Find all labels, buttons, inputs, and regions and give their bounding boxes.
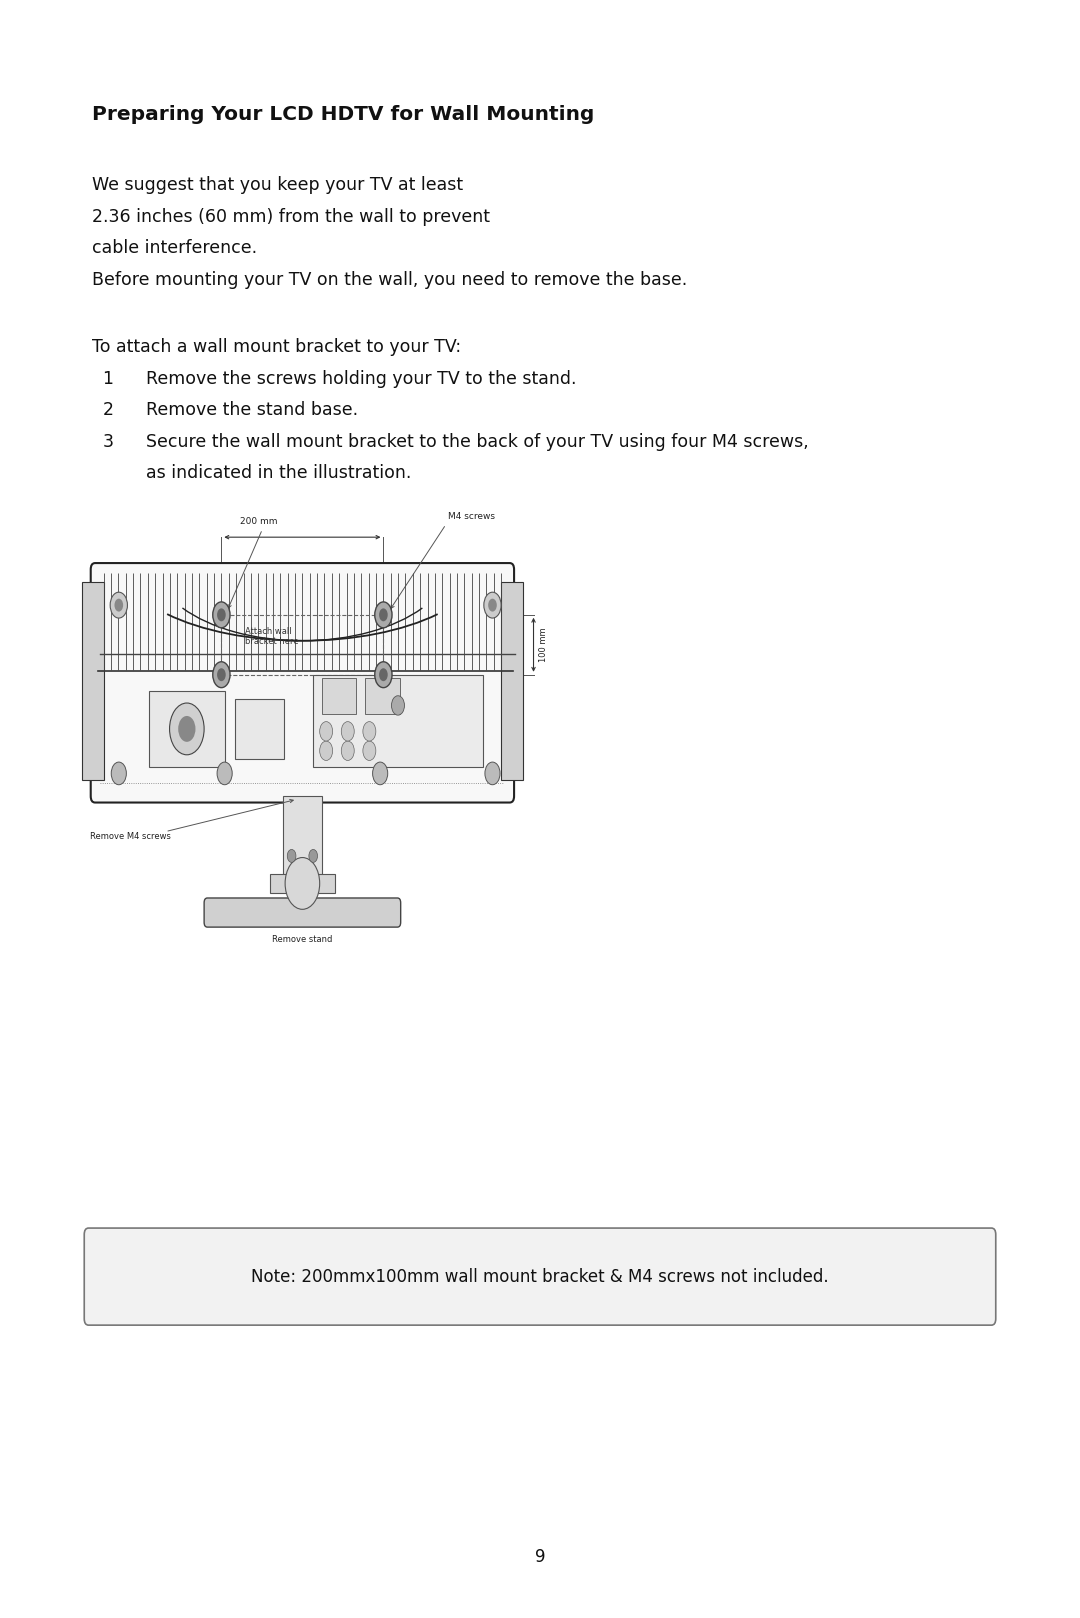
Text: Remove stand: Remove stand (272, 935, 333, 945)
Circle shape (375, 662, 392, 688)
FancyBboxPatch shape (91, 563, 514, 803)
Circle shape (488, 599, 497, 612)
Text: 100 mm: 100 mm (539, 628, 548, 662)
Bar (82, 582, 104, 780)
Text: 2.36 inches (60 mm) from the wall to prevent: 2.36 inches (60 mm) from the wall to pre… (92, 209, 490, 227)
Circle shape (170, 702, 204, 754)
Text: M4 screws: M4 screws (448, 511, 496, 521)
Circle shape (217, 762, 232, 785)
Text: Note: 200mmx100mm wall mount bracket & M4 screws not included.: Note: 200mmx100mm wall mount bracket & M… (252, 1267, 828, 1286)
Bar (270, 874, 335, 893)
Circle shape (375, 602, 392, 628)
Text: as indicated in the illustration.: as indicated in the illustration. (146, 464, 411, 482)
Circle shape (110, 592, 127, 618)
Circle shape (213, 602, 230, 628)
Text: Remove the screws holding your TV to the stand.: Remove the screws holding your TV to the… (146, 369, 577, 388)
Text: Attach wall
bracket here: Attach wall bracket here (245, 628, 299, 646)
Text: To attach a wall mount bracket to your TV:: To attach a wall mount bracket to your T… (92, 338, 461, 356)
Bar (235, 699, 284, 759)
Circle shape (114, 599, 123, 612)
Circle shape (484, 592, 501, 618)
Bar (283, 796, 322, 880)
Bar (221, 615, 383, 675)
Circle shape (217, 668, 226, 681)
Bar (313, 675, 483, 767)
FancyBboxPatch shape (84, 1228, 996, 1325)
Text: cable interference.: cable interference. (92, 239, 257, 257)
Bar (322, 678, 356, 714)
Text: Remove M4 screws: Remove M4 screws (90, 832, 171, 841)
Circle shape (213, 662, 230, 688)
Text: 9: 9 (535, 1547, 545, 1566)
Text: Preparing Your LCD HDTV for Wall Mounting: Preparing Your LCD HDTV for Wall Mountin… (92, 105, 594, 125)
FancyBboxPatch shape (204, 898, 401, 927)
Circle shape (373, 762, 388, 785)
Text: 3: 3 (103, 432, 113, 451)
Text: Before mounting your TV on the wall, you need to remove the base.: Before mounting your TV on the wall, you… (92, 270, 687, 290)
Circle shape (285, 858, 320, 909)
Circle shape (485, 762, 500, 785)
Bar (149, 691, 225, 767)
Circle shape (341, 722, 354, 741)
Circle shape (320, 741, 333, 760)
Text: 1: 1 (103, 369, 113, 388)
Circle shape (309, 849, 318, 862)
Circle shape (379, 608, 388, 621)
Bar (501, 582, 523, 780)
Circle shape (363, 722, 376, 741)
Circle shape (178, 717, 195, 741)
Text: Remove the stand base.: Remove the stand base. (146, 401, 357, 419)
Bar (365, 678, 400, 714)
Circle shape (217, 608, 226, 621)
Circle shape (379, 668, 388, 681)
Circle shape (111, 762, 126, 785)
Circle shape (341, 741, 354, 760)
Text: Secure the wall mount bracket to the back of your TV using four M4 screws,: Secure the wall mount bracket to the bac… (146, 432, 809, 451)
Text: 2: 2 (103, 401, 113, 419)
Text: 200 mm: 200 mm (241, 516, 278, 526)
Circle shape (363, 741, 376, 760)
Circle shape (320, 722, 333, 741)
Circle shape (287, 849, 296, 862)
Circle shape (391, 696, 404, 715)
Text: We suggest that you keep your TV at least: We suggest that you keep your TV at leas… (92, 176, 463, 194)
